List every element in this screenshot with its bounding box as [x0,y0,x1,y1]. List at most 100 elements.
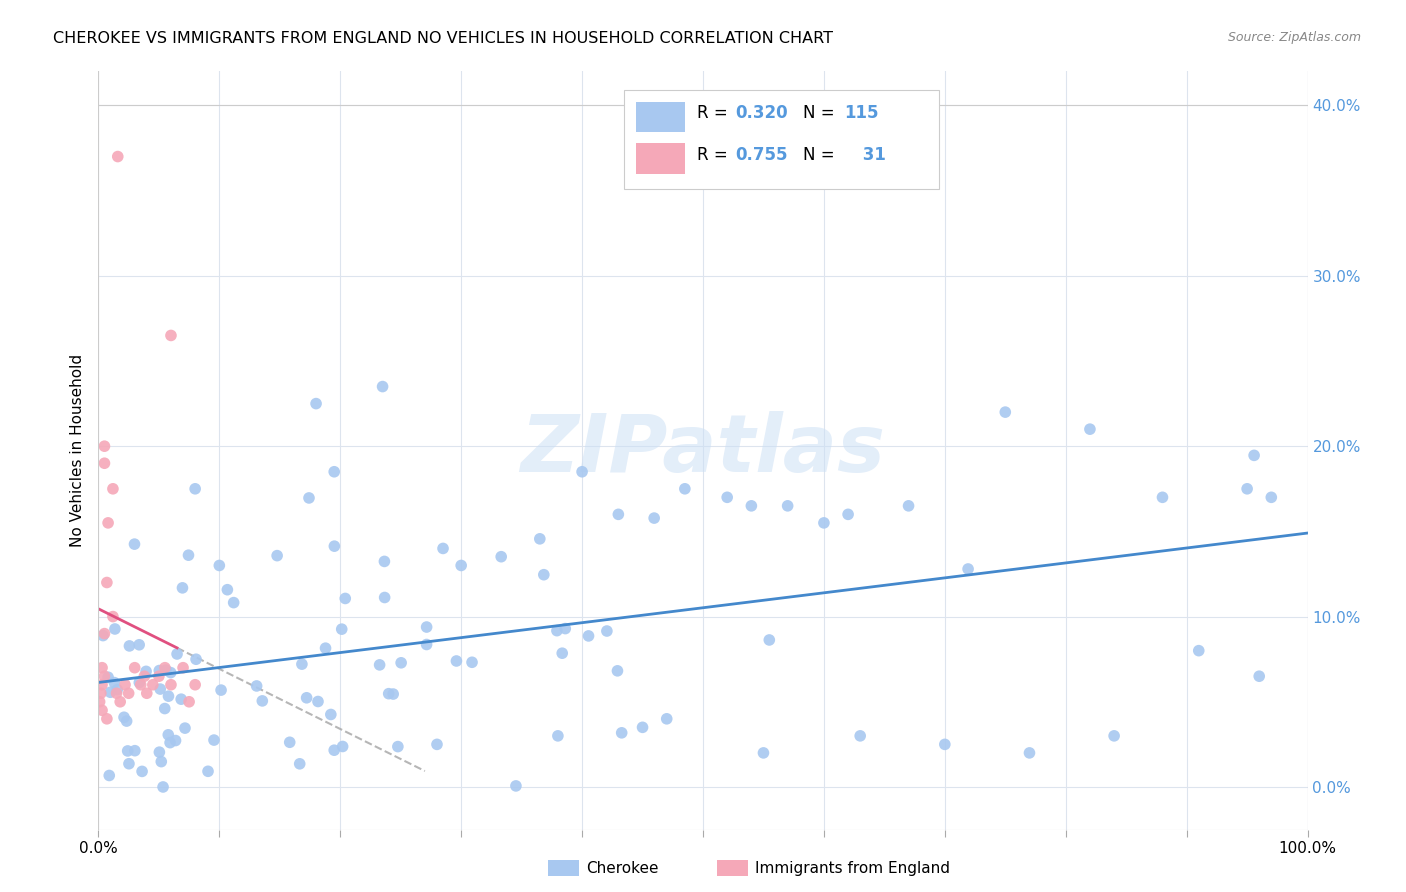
Point [184,652,207,666]
Point [332,739,354,754]
Point [160,328,183,343]
Point [202,733,225,747]
Point [93,669,115,683]
Point [174,721,197,735]
Point [547,729,569,743]
Point [108,695,131,709]
Point [330,622,353,636]
Point [323,465,346,479]
Point [135,686,157,700]
Point [172,661,194,675]
Point [98,768,121,782]
Point [155,663,177,677]
Point [165,733,187,747]
Text: 115: 115 [845,104,879,122]
Point [752,746,775,760]
Point [368,657,391,672]
Point [849,729,872,743]
Text: N =: N = [803,145,841,164]
Point [179,695,201,709]
Point [101,482,124,496]
Point [291,657,314,672]
Point [377,687,399,701]
Point [90,686,112,700]
Point [740,499,762,513]
Point [124,661,146,675]
FancyBboxPatch shape [637,144,685,174]
Point [129,678,152,692]
Point [389,656,412,670]
Point [758,632,780,647]
Text: N =: N = [803,104,841,122]
Point [135,665,157,679]
Point [157,689,180,703]
Point [837,508,859,522]
Point [432,541,454,556]
Point [554,622,576,636]
Point [957,562,980,576]
Point [415,620,437,634]
Point [606,664,628,678]
Point [91,678,114,692]
Point [96,712,118,726]
Point [148,745,170,759]
Point [115,714,138,728]
Point [323,539,346,553]
Point [529,532,551,546]
Point [374,591,396,605]
Point [118,639,141,653]
Text: 0.320: 0.320 [735,104,789,122]
Point [170,692,193,706]
Point [533,567,555,582]
Point [335,591,357,606]
Point [105,686,128,700]
Point [149,681,172,696]
Text: ZIPatlas: ZIPatlas [520,411,886,490]
Point [97,516,120,530]
Point [124,537,146,551]
FancyBboxPatch shape [637,102,685,132]
Point [150,755,173,769]
Point [1152,491,1174,505]
Point [505,779,527,793]
Point [415,638,437,652]
Point [118,686,141,700]
Point [209,683,232,698]
Point [184,482,207,496]
Point [148,669,170,683]
Point [91,703,114,717]
Point [610,726,633,740]
Point [246,679,269,693]
Point [101,609,124,624]
Point [96,575,118,590]
Text: R =: R = [697,145,733,164]
Point [387,739,409,754]
Point [91,661,114,675]
Point [112,710,135,724]
Point [461,655,484,669]
Point [1236,482,1258,496]
Point [107,150,129,164]
Point [1078,422,1101,436]
Point [373,554,395,568]
Point [1243,448,1265,462]
Point [184,678,207,692]
Point [607,508,630,522]
Point [446,654,468,668]
Y-axis label: No Vehicles in Household: No Vehicles in Household [70,354,86,547]
Point [142,678,165,692]
Point [295,690,318,705]
Point [655,712,678,726]
Text: CHEROKEE VS IMMIGRANTS FROM ENGLAND NO VEHICLES IN HOUSEHOLD CORRELATION CHART: CHEROKEE VS IMMIGRANTS FROM ENGLAND NO V… [53,31,834,46]
Point [813,516,835,530]
Point [153,661,176,675]
Point [118,756,141,771]
Point [1188,643,1211,657]
Point [128,638,150,652]
Point [93,456,115,470]
Point [776,499,799,513]
Point [1018,746,1040,760]
Point [278,735,301,749]
Point [128,675,150,690]
Point [673,482,696,496]
